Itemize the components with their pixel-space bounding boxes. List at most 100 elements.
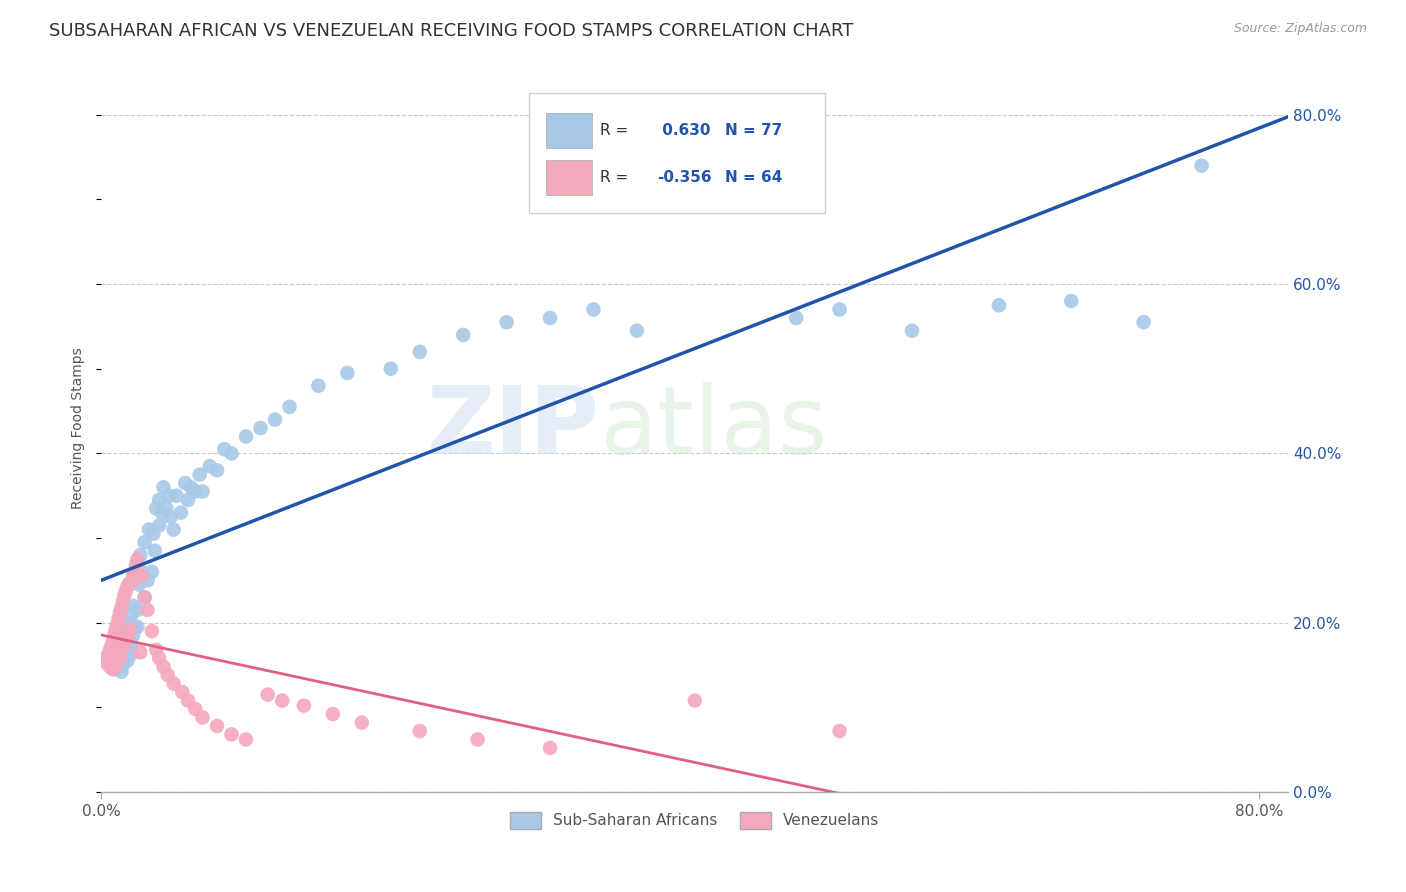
Point	[134, 591, 156, 605]
Point	[94, 651, 117, 665]
Point	[110, 665, 132, 679]
Point	[111, 640, 134, 654]
Point	[157, 489, 180, 503]
Point	[148, 518, 170, 533]
Point	[120, 648, 142, 662]
Point	[152, 480, 174, 494]
Point	[307, 378, 329, 392]
Point	[336, 366, 359, 380]
Point	[901, 324, 924, 338]
Text: atlas: atlas	[600, 382, 828, 474]
Point	[98, 659, 121, 673]
Point	[538, 741, 561, 756]
Point	[108, 651, 131, 665]
Point	[105, 654, 128, 668]
FancyBboxPatch shape	[529, 93, 825, 213]
Point	[96, 657, 118, 671]
Point	[221, 727, 243, 741]
Point	[174, 476, 197, 491]
Point	[118, 576, 141, 591]
Point	[117, 654, 139, 668]
Point	[198, 459, 221, 474]
Point	[184, 484, 207, 499]
Point	[170, 506, 193, 520]
Point	[97, 654, 120, 668]
Point	[156, 668, 179, 682]
Point	[122, 569, 145, 583]
Point	[129, 548, 152, 562]
Point	[828, 724, 851, 739]
Point	[97, 648, 120, 662]
Point	[271, 693, 294, 707]
Point	[134, 591, 156, 605]
Point	[131, 569, 153, 583]
Point	[107, 611, 129, 625]
Point	[127, 603, 149, 617]
Point	[205, 719, 228, 733]
Point	[111, 658, 134, 673]
Point	[120, 623, 142, 637]
Point	[121, 607, 143, 622]
Point	[191, 710, 214, 724]
Point	[103, 628, 125, 642]
Point	[626, 324, 648, 338]
Point	[214, 442, 236, 457]
Text: -0.356: -0.356	[657, 170, 711, 186]
Point	[249, 421, 271, 435]
Point	[124, 565, 146, 579]
Point	[148, 492, 170, 507]
Text: Source: ZipAtlas.com: Source: ZipAtlas.com	[1233, 22, 1367, 36]
FancyBboxPatch shape	[547, 161, 592, 195]
Point	[110, 600, 132, 615]
Point	[162, 523, 184, 537]
Point	[100, 651, 122, 665]
Point	[112, 637, 135, 651]
Point	[235, 429, 257, 443]
Point	[112, 589, 135, 603]
Point	[101, 659, 124, 673]
Point	[235, 732, 257, 747]
Point	[108, 606, 131, 620]
Point	[292, 698, 315, 713]
Point	[409, 724, 432, 739]
Point	[122, 599, 145, 613]
Point	[136, 574, 159, 588]
Point	[256, 688, 278, 702]
Point	[495, 315, 517, 329]
Text: R =: R =	[600, 170, 628, 186]
Point	[105, 617, 128, 632]
Point	[104, 659, 127, 673]
Text: N = 77: N = 77	[724, 123, 782, 137]
Point	[104, 645, 127, 659]
Point	[148, 651, 170, 665]
Point	[104, 623, 127, 637]
Point	[103, 648, 125, 662]
Point	[131, 565, 153, 579]
Point	[278, 400, 301, 414]
Point	[101, 662, 124, 676]
Point	[122, 628, 145, 642]
Point	[100, 640, 122, 654]
Point	[117, 620, 139, 634]
Point	[127, 552, 149, 566]
Point	[159, 509, 181, 524]
Point	[141, 624, 163, 639]
Point	[114, 649, 136, 664]
Point	[145, 642, 167, 657]
Point	[177, 693, 200, 707]
Point	[350, 715, 373, 730]
Point	[451, 327, 474, 342]
Point	[121, 575, 143, 590]
Point	[785, 310, 807, 325]
Point	[120, 615, 142, 630]
Point	[111, 594, 134, 608]
Text: R =: R =	[600, 123, 633, 137]
Point	[138, 523, 160, 537]
Point	[191, 484, 214, 499]
Point	[107, 657, 129, 671]
Point	[409, 344, 432, 359]
Point	[177, 492, 200, 507]
Point	[129, 645, 152, 659]
Point	[121, 637, 143, 651]
Point	[380, 361, 402, 376]
